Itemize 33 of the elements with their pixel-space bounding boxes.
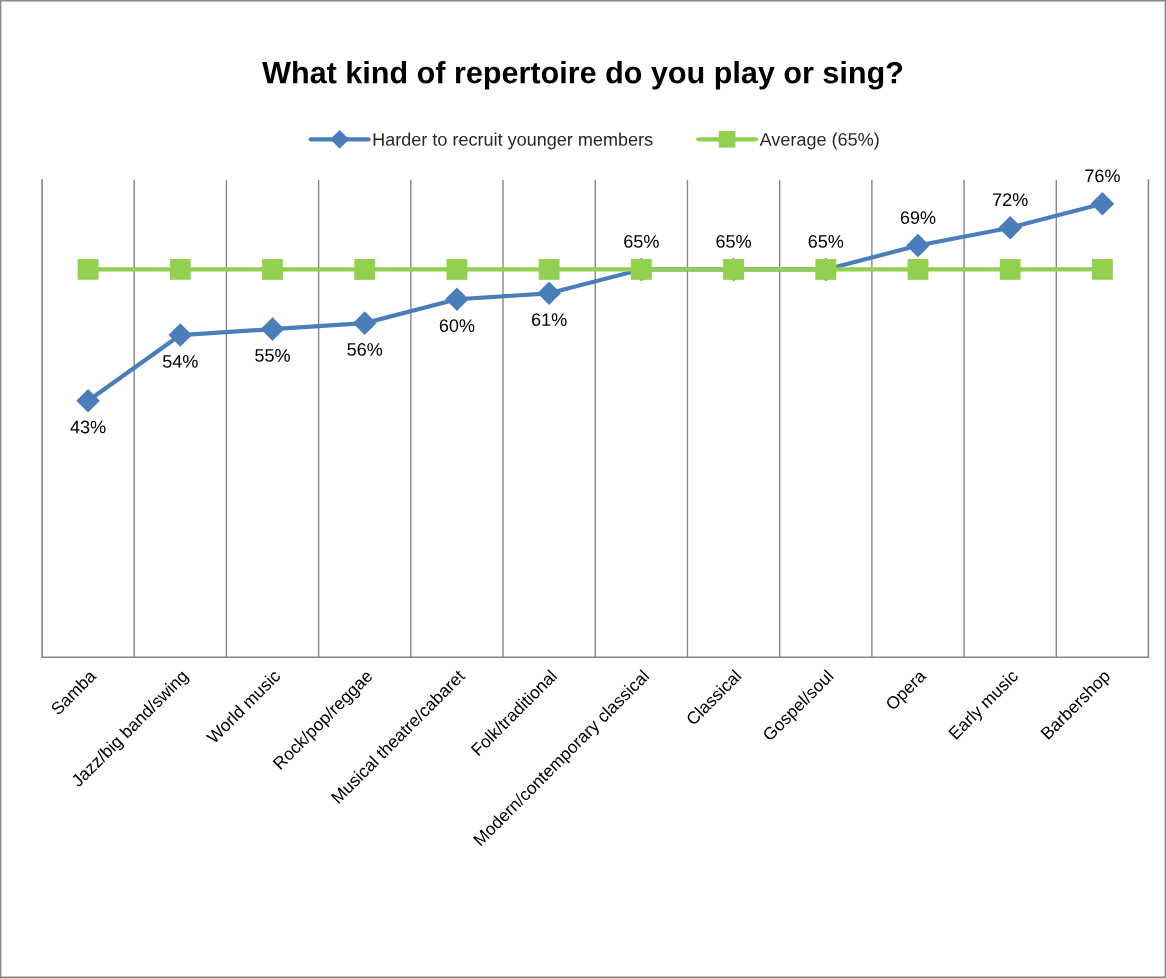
data-label: 76% — [1085, 169, 1120, 183]
point — [537, 281, 561, 306]
data-label: 56% — [347, 343, 383, 356]
data-label: 61% — [531, 313, 567, 327]
point — [445, 287, 469, 312]
point — [907, 259, 929, 280]
data-label: 69% — [900, 211, 936, 224]
point — [352, 311, 377, 335]
point — [260, 317, 285, 341]
chart-title: What kind of repertoire do you play or sing? — [262, 61, 903, 90]
data-label: 65% — [624, 235, 659, 248]
point — [538, 259, 560, 280]
point — [446, 259, 468, 280]
point — [168, 323, 193, 347]
point — [169, 259, 191, 280]
data-label: 55% — [255, 349, 290, 362]
point — [1090, 192, 1115, 216]
point — [906, 233, 930, 258]
point — [76, 388, 100, 413]
data-label: 72% — [993, 193, 1028, 206]
point — [998, 215, 1022, 240]
data-label: 54% — [162, 355, 198, 368]
point — [77, 259, 99, 280]
data-label: 43% — [70, 420, 106, 434]
point — [354, 259, 376, 280]
point — [262, 259, 283, 280]
data-label: 60% — [439, 319, 475, 332]
point — [1091, 259, 1113, 280]
point — [999, 259, 1021, 280]
legend-label: Harder to recruit younger members — [373, 132, 653, 150]
legend-label: Average (65%) — [759, 132, 879, 150]
data-label: 65% — [716, 235, 751, 248]
data-label: 65% — [808, 235, 844, 248]
